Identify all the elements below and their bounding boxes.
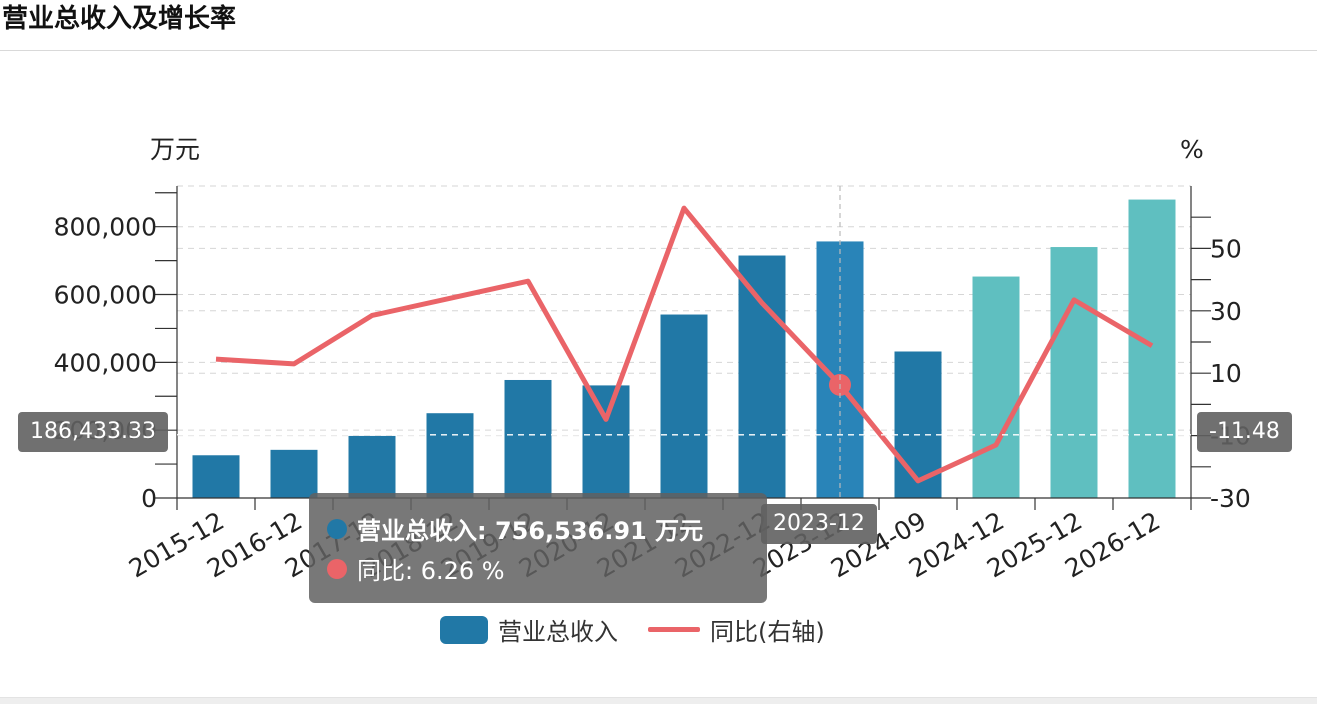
legend-item-yoy[interactable]: 同比(右轴) [648,612,825,647]
tooltip-revenue-text: 营业总收入: 756,536.91 万元 [357,517,704,545]
chart-tooltip: 营业总收入: 756,536.91 万元 同比: 6.26 % [309,493,767,603]
y-left-tick-label: 400,000 [54,348,157,377]
bar-2015-12[interactable] [192,455,240,498]
bar-2025-12[interactable] [1050,247,1098,498]
chart-title: 营业总收入及增长率 [2,4,237,34]
y-left-tick-label: 600,000 [54,281,157,310]
y-right-pointer-label: -11.48 [1197,412,1292,452]
bar-2018-12[interactable] [426,413,474,498]
legend-item-revenue[interactable]: 营业总收入 [440,612,618,647]
y-left-unit-label: 万元 [150,135,200,164]
tooltip-row-yoy: 同比: 6.26 % [327,551,505,586]
y-right-tick-label: 30 [1210,297,1242,326]
y-right-unit-label: % [1180,135,1204,164]
bar-2026-12[interactable] [1128,199,1176,498]
y-left-tick-label: 0 [141,484,157,513]
bar-2019-12[interactable] [504,379,552,498]
legend-revenue-label: 营业总收入 [498,618,618,646]
legend-line-swatch-icon [648,627,700,632]
tooltip-row-revenue: 营业总收入: 756,536.91 万元 [327,511,703,546]
yoy-dot-icon [327,558,347,579]
yoy-series-line [215,205,1154,484]
tooltip-yoy-text: 同比: 6.26 % [357,557,505,585]
x-pointer-label: 2023-12 [761,504,877,544]
bar-2017-12[interactable] [348,435,396,498]
revenue-dot-icon [327,518,347,539]
bar-2020-12[interactable] [582,385,630,498]
y-left-pointer-label: 186,433.33 [18,412,168,452]
chart-legend: 营业总收入 同比(右轴) [440,612,855,647]
y-right-tick-label: -30 [1210,484,1251,513]
chart-header: 营业总收入及增长率 [0,0,1317,51]
y-left-tick-label: 800,000 [54,213,157,242]
bar-2016-12[interactable] [270,449,318,498]
legend-bar-swatch-icon [440,615,488,644]
bar-2022-12[interactable] [738,255,786,498]
bar-2021-12[interactable] [660,314,708,498]
footer-divider [0,697,1317,704]
y-right-tick-label: 50 [1210,234,1242,263]
y-right-tick-label: 10 [1210,359,1242,388]
bar-2024-12[interactable] [972,276,1020,498]
legend-yoy-label: 同比(右轴) [710,618,825,646]
